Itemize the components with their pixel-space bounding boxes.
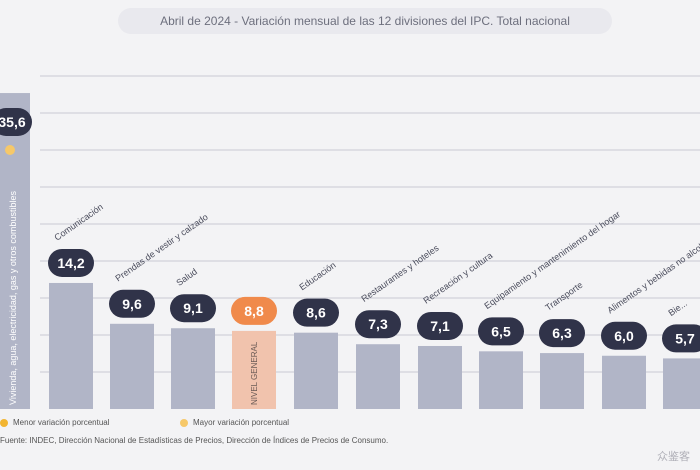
- value-label: 8,8: [244, 303, 264, 319]
- category-label: Educación: [297, 260, 337, 292]
- value-label: 6,0: [614, 328, 634, 344]
- legend-label-min: Menor variación porcentual: [13, 418, 110, 427]
- value-badge: [601, 321, 647, 350]
- bar: [110, 323, 154, 409]
- legend-dot-max: [180, 418, 188, 427]
- category-label: Transporte: [543, 280, 584, 313]
- value-label: 6,3: [552, 325, 572, 341]
- value-label: 6,5: [491, 323, 511, 339]
- value-badge: [355, 310, 401, 339]
- bar: [418, 345, 462, 409]
- chart-title: Abril de 2024 - Variación mensual de las…: [118, 8, 612, 34]
- value-label: 14,2: [57, 255, 84, 271]
- value-badge: [170, 294, 216, 323]
- category-label: Salud: [174, 266, 199, 287]
- watermark: 众鉴客: [657, 451, 690, 463]
- max-marker: [5, 145, 15, 155]
- value-label: 35,6: [0, 114, 26, 130]
- bar: [356, 344, 400, 409]
- bar: [663, 358, 700, 409]
- bar: [0, 93, 30, 410]
- category-label: Bie...: [666, 298, 689, 318]
- value-badge: [0, 108, 32, 136]
- value-label: 7,1: [430, 318, 450, 334]
- bar: [232, 330, 276, 409]
- category-label: Comunicación: [52, 202, 104, 243]
- value-label: 9,1: [183, 300, 203, 316]
- value-badge: [478, 317, 524, 346]
- value-label: 5,7: [675, 330, 695, 346]
- source-note: Fuente: INDEC, Dirección Nacional de Est…: [0, 436, 389, 445]
- bar: [602, 355, 646, 409]
- value-badge: [417, 311, 463, 340]
- legend-item-max: Mayor variación porcentual: [180, 418, 289, 427]
- bar-chart: 35,6 14,2 9,6 9,1 8,8 8,6 7,3 7,1 6,5 6,3 6,0 5,7 C…: [0, 75, 700, 410]
- value-label: 7,3: [368, 316, 388, 332]
- value-badge: [109, 289, 155, 318]
- value-badge: [231, 296, 277, 325]
- value-badge: [293, 298, 339, 327]
- bar: [171, 328, 215, 409]
- legend-label-max: Mayor variación porcentual: [193, 418, 290, 427]
- value-badge: [662, 324, 700, 353]
- bar: [49, 282, 93, 409]
- value-badge: [539, 319, 585, 348]
- value-label: 9,6: [122, 296, 142, 312]
- value-badge: [48, 248, 94, 277]
- bar: [540, 353, 584, 409]
- category-label: Recreación y cultura: [421, 250, 494, 305]
- category-label-first: Vivienda, agua, electricidad, gas y otro…: [8, 191, 18, 405]
- bar: [479, 351, 523, 409]
- legend-item-min: Menor variación porcentual: [0, 418, 110, 427]
- legend-dot-min: [0, 418, 8, 427]
- category-label-general: NIVEL GENERAL: [250, 341, 259, 405]
- value-label: 8,6: [306, 305, 326, 321]
- bar: [294, 332, 338, 409]
